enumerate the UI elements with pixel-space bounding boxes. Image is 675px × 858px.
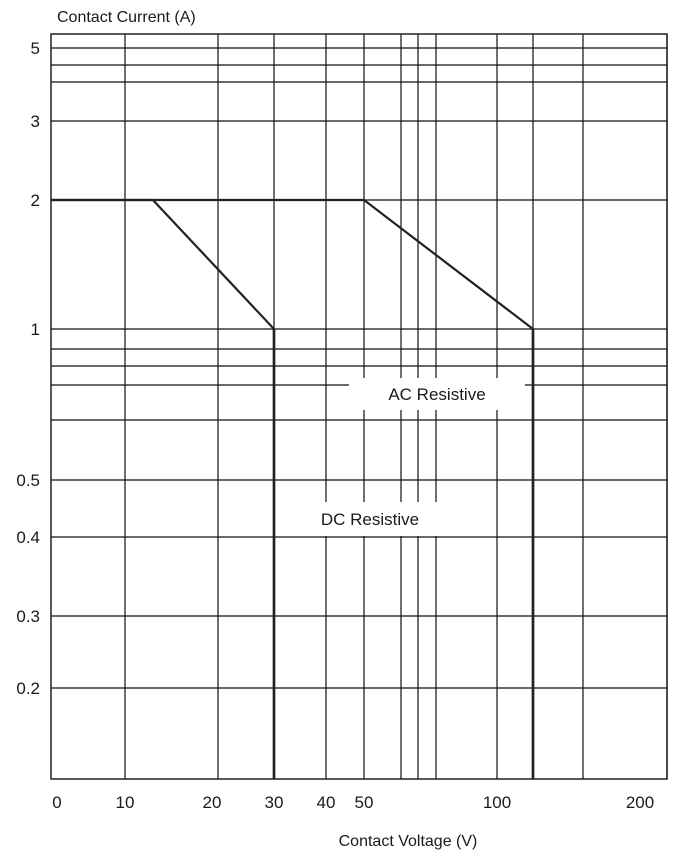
label-backgrounds <box>282 378 525 536</box>
y-tick-label: 5 <box>31 39 40 58</box>
x-tick-label: 30 <box>265 793 284 812</box>
y-tick-label: 0.3 <box>16 607 40 626</box>
x-tick-label: 20 <box>203 793 222 812</box>
x-tick-label: 40 <box>317 793 336 812</box>
x-tick-labels: 0 10 20 30 40 50 100 200 <box>52 793 654 812</box>
x-tick-label: 200 <box>626 793 654 812</box>
grid-lines <box>51 34 668 779</box>
y-tick-label: 0.5 <box>16 471 40 490</box>
y-tick-label: 2 <box>31 191 40 210</box>
series-curves <box>51 198 535 779</box>
series-annotations: AC Resistive DC Resistive <box>321 385 486 529</box>
x-tick-label: 50 <box>355 793 374 812</box>
y-tick-label: 0.2 <box>16 679 40 698</box>
x-tick-label: 0 <box>52 793 61 812</box>
y-tick-label: 0.4 <box>16 528 40 547</box>
y-axis-title: Contact Current (A) <box>57 9 196 26</box>
y-tick-labels: 5 3 2 1 0.5 0.4 0.3 0.2 <box>16 39 40 698</box>
annotation-label: AC Resistive <box>388 385 485 404</box>
y-tick-label: 3 <box>31 112 40 131</box>
plot-frame <box>50 33 668 780</box>
annotation-mask <box>349 378 525 410</box>
annotation-mask <box>282 502 458 536</box>
annotation-label: DC Resistive <box>321 510 419 529</box>
x-axis-title: Contact Voltage (V) <box>339 833 478 850</box>
y-tick-label: 1 <box>31 320 40 339</box>
x-tick-label: 100 <box>483 793 511 812</box>
x-tick-label: 10 <box>116 793 135 812</box>
